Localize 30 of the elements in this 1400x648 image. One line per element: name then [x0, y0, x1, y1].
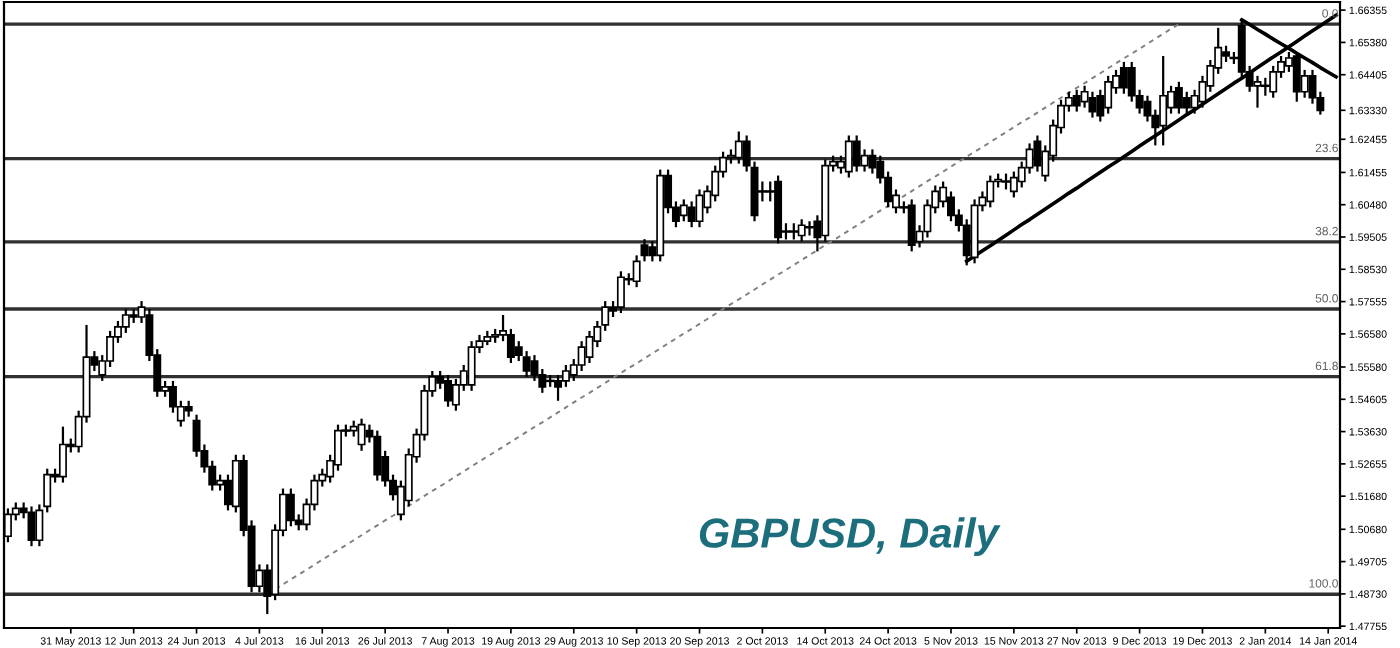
candlestick: [734, 130, 743, 165]
candlestick: [1159, 54, 1168, 147]
candlestick: [467, 340, 476, 392]
candlestick: [1009, 170, 1018, 199]
candlestick: [1174, 80, 1183, 115]
candlestick: [687, 200, 696, 229]
candlestick: [373, 429, 382, 482]
candlestick: [554, 373, 563, 402]
candlestick: [1072, 88, 1081, 113]
candlestick: [585, 329, 594, 365]
candlestick: [907, 198, 916, 253]
candlestick: [852, 134, 861, 173]
candlestick: [357, 417, 366, 452]
candlestick: [1119, 60, 1128, 95]
candlestick: [286, 487, 295, 528]
candlestick: [805, 220, 814, 237]
candlestick: [58, 425, 67, 484]
candlestick: [1088, 90, 1097, 119]
candlestick: [616, 270, 625, 315]
candlestick: [1269, 64, 1278, 99]
candlestick: [444, 373, 453, 408]
candlestick: [1253, 74, 1262, 109]
candlestick: [679, 198, 688, 223]
candlestick: [522, 349, 531, 379]
candlestick: [1104, 74, 1113, 115]
candlestick: [844, 134, 853, 179]
candlestick: [1182, 90, 1191, 115]
text: GBPUSD, Daily: [699, 517, 1001, 557]
candlestick: [986, 174, 995, 209]
candlestick: [797, 218, 806, 243]
